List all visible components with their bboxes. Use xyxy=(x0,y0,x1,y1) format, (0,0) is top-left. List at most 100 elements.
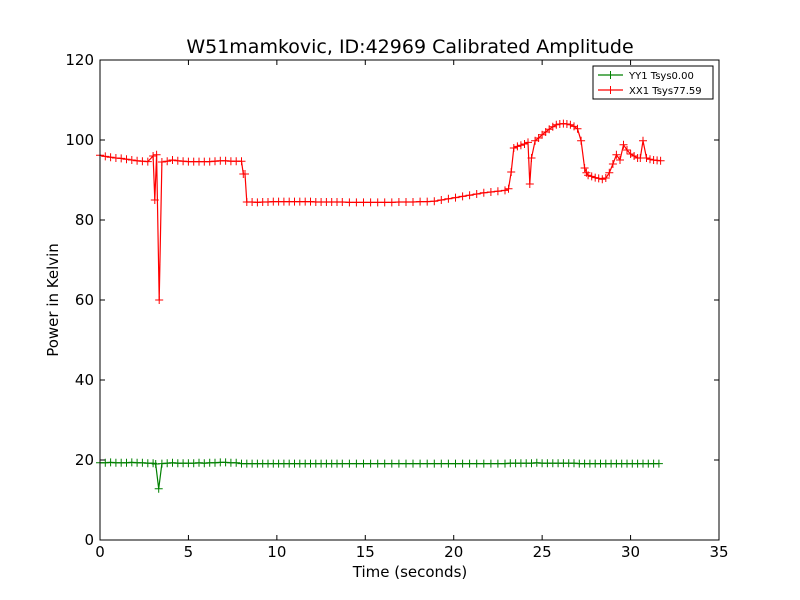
data-point xyxy=(501,186,509,195)
data-point xyxy=(394,459,403,468)
axis-ticks: 0 5 10 15 20 25 30 35 0 20 40 60 80 100 120 xyxy=(65,51,728,561)
data-point xyxy=(359,198,368,207)
data-point xyxy=(155,296,164,304)
data-point xyxy=(345,198,354,207)
series-1 xyxy=(96,119,665,304)
data-point xyxy=(423,459,432,468)
data-point xyxy=(486,459,495,468)
data-point xyxy=(465,459,474,468)
data-point xyxy=(168,156,177,164)
data-point xyxy=(584,171,593,180)
data-point xyxy=(577,136,586,145)
data-point xyxy=(444,459,453,468)
legend-label: YY1 Tsys0.00 xyxy=(628,71,694,82)
data-point xyxy=(534,134,543,142)
data-point xyxy=(338,459,347,468)
data-point xyxy=(373,459,382,468)
y-axis-label: Power in Kelvin xyxy=(44,243,62,357)
data-point xyxy=(525,180,534,188)
y-tick-label: 60 xyxy=(75,291,94,309)
data-point xyxy=(352,198,361,207)
data-point xyxy=(402,459,410,468)
data-point xyxy=(458,192,467,201)
data-point xyxy=(598,175,607,184)
data-point xyxy=(149,152,158,160)
data-point xyxy=(493,459,502,468)
data-point xyxy=(527,154,536,162)
data-point xyxy=(359,459,368,468)
y-tick-label: 80 xyxy=(75,211,94,229)
data-point xyxy=(601,174,610,182)
data-point xyxy=(552,120,561,129)
x-tick-label: 5 xyxy=(184,543,194,561)
data-point xyxy=(605,168,614,177)
data-point xyxy=(127,156,136,164)
x-tick-label: 35 xyxy=(709,543,728,561)
y-tick-label: 40 xyxy=(75,371,94,389)
series-0 xyxy=(96,458,663,493)
legend-marker xyxy=(606,71,615,79)
data-point xyxy=(163,157,172,166)
data-point xyxy=(616,156,624,164)
x-tick-label: 30 xyxy=(621,543,640,561)
data-point xyxy=(548,122,557,131)
data-point xyxy=(451,459,460,468)
data-point xyxy=(387,198,396,207)
data-series-layer xyxy=(96,119,665,493)
data-point xyxy=(587,172,596,181)
data-point xyxy=(646,155,654,164)
x-tick-label: 10 xyxy=(267,543,286,561)
x-tick-label: 20 xyxy=(444,543,463,561)
data-point xyxy=(423,197,432,206)
data-point xyxy=(232,458,241,467)
data-point xyxy=(630,152,639,160)
data-point xyxy=(241,170,249,178)
data-point xyxy=(352,459,361,468)
data-point xyxy=(509,144,518,152)
data-point xyxy=(623,146,631,154)
data-point xyxy=(380,459,389,468)
data-point xyxy=(656,156,665,165)
data-point xyxy=(524,138,532,147)
chart-title: W51mamkovic, ID:42969 Calibrated Amplitu… xyxy=(186,36,633,58)
data-point xyxy=(654,459,663,468)
data-point xyxy=(479,188,488,197)
x-tick-label: 0 xyxy=(95,543,105,561)
data-point xyxy=(430,459,439,468)
data-point xyxy=(513,142,522,151)
legend-item: YY1 Tsys0.00 xyxy=(598,71,694,82)
data-point xyxy=(154,484,163,493)
data-point xyxy=(106,153,115,162)
y-tick-label: 120 xyxy=(65,51,94,69)
data-point xyxy=(117,154,126,163)
data-point xyxy=(626,150,635,158)
data-point xyxy=(437,459,446,468)
data-point xyxy=(345,459,354,468)
data-point xyxy=(430,197,439,206)
data-point xyxy=(516,141,525,150)
data-point xyxy=(409,198,417,206)
data-point xyxy=(101,152,110,161)
data-point xyxy=(387,459,396,468)
data-point xyxy=(416,197,425,206)
y-tick-label: 100 xyxy=(65,131,94,149)
data-point xyxy=(573,124,582,133)
legend-label: XX1 Tsys77.59 xyxy=(629,86,702,97)
data-point xyxy=(479,459,488,468)
legend: YY1 Tsys0.00 XX1 Tsys77.59 xyxy=(592,65,714,100)
data-point xyxy=(472,459,481,468)
data-point xyxy=(619,140,628,149)
data-point xyxy=(486,188,495,196)
data-point xyxy=(465,191,474,200)
data-point xyxy=(507,168,516,176)
data-point xyxy=(237,157,246,166)
data-point xyxy=(594,174,603,183)
data-point xyxy=(366,459,375,468)
data-point xyxy=(150,196,159,204)
data-point xyxy=(591,173,600,182)
data-point xyxy=(366,198,375,207)
data-point xyxy=(566,120,575,129)
data-point xyxy=(580,164,589,172)
data-point xyxy=(394,198,403,206)
data-point xyxy=(493,187,502,196)
